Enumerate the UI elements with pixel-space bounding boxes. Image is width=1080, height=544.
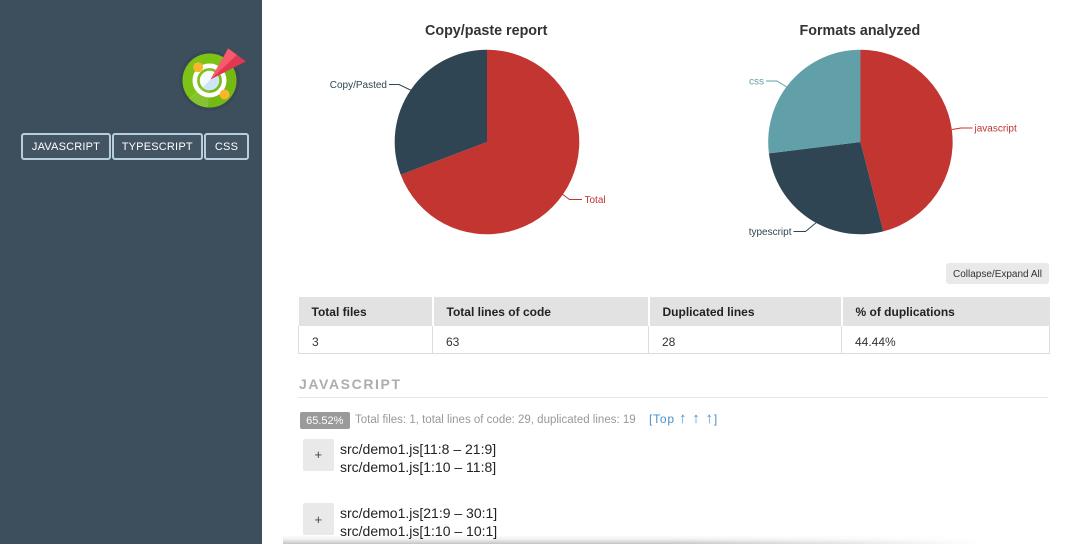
svg-text:Copy/Pasted: Copy/Pasted: [330, 80, 387, 91]
svg-text:typescript: typescript: [749, 227, 792, 238]
svg-text:Formats analyzed: Formats analyzed: [800, 23, 921, 39]
svg-text:css: css: [749, 77, 764, 88]
svg-text:Copy/paste report: Copy/paste report: [425, 23, 548, 39]
svg-text:Total: Total: [585, 195, 606, 206]
svg-text:javascript: javascript: [974, 124, 1017, 135]
